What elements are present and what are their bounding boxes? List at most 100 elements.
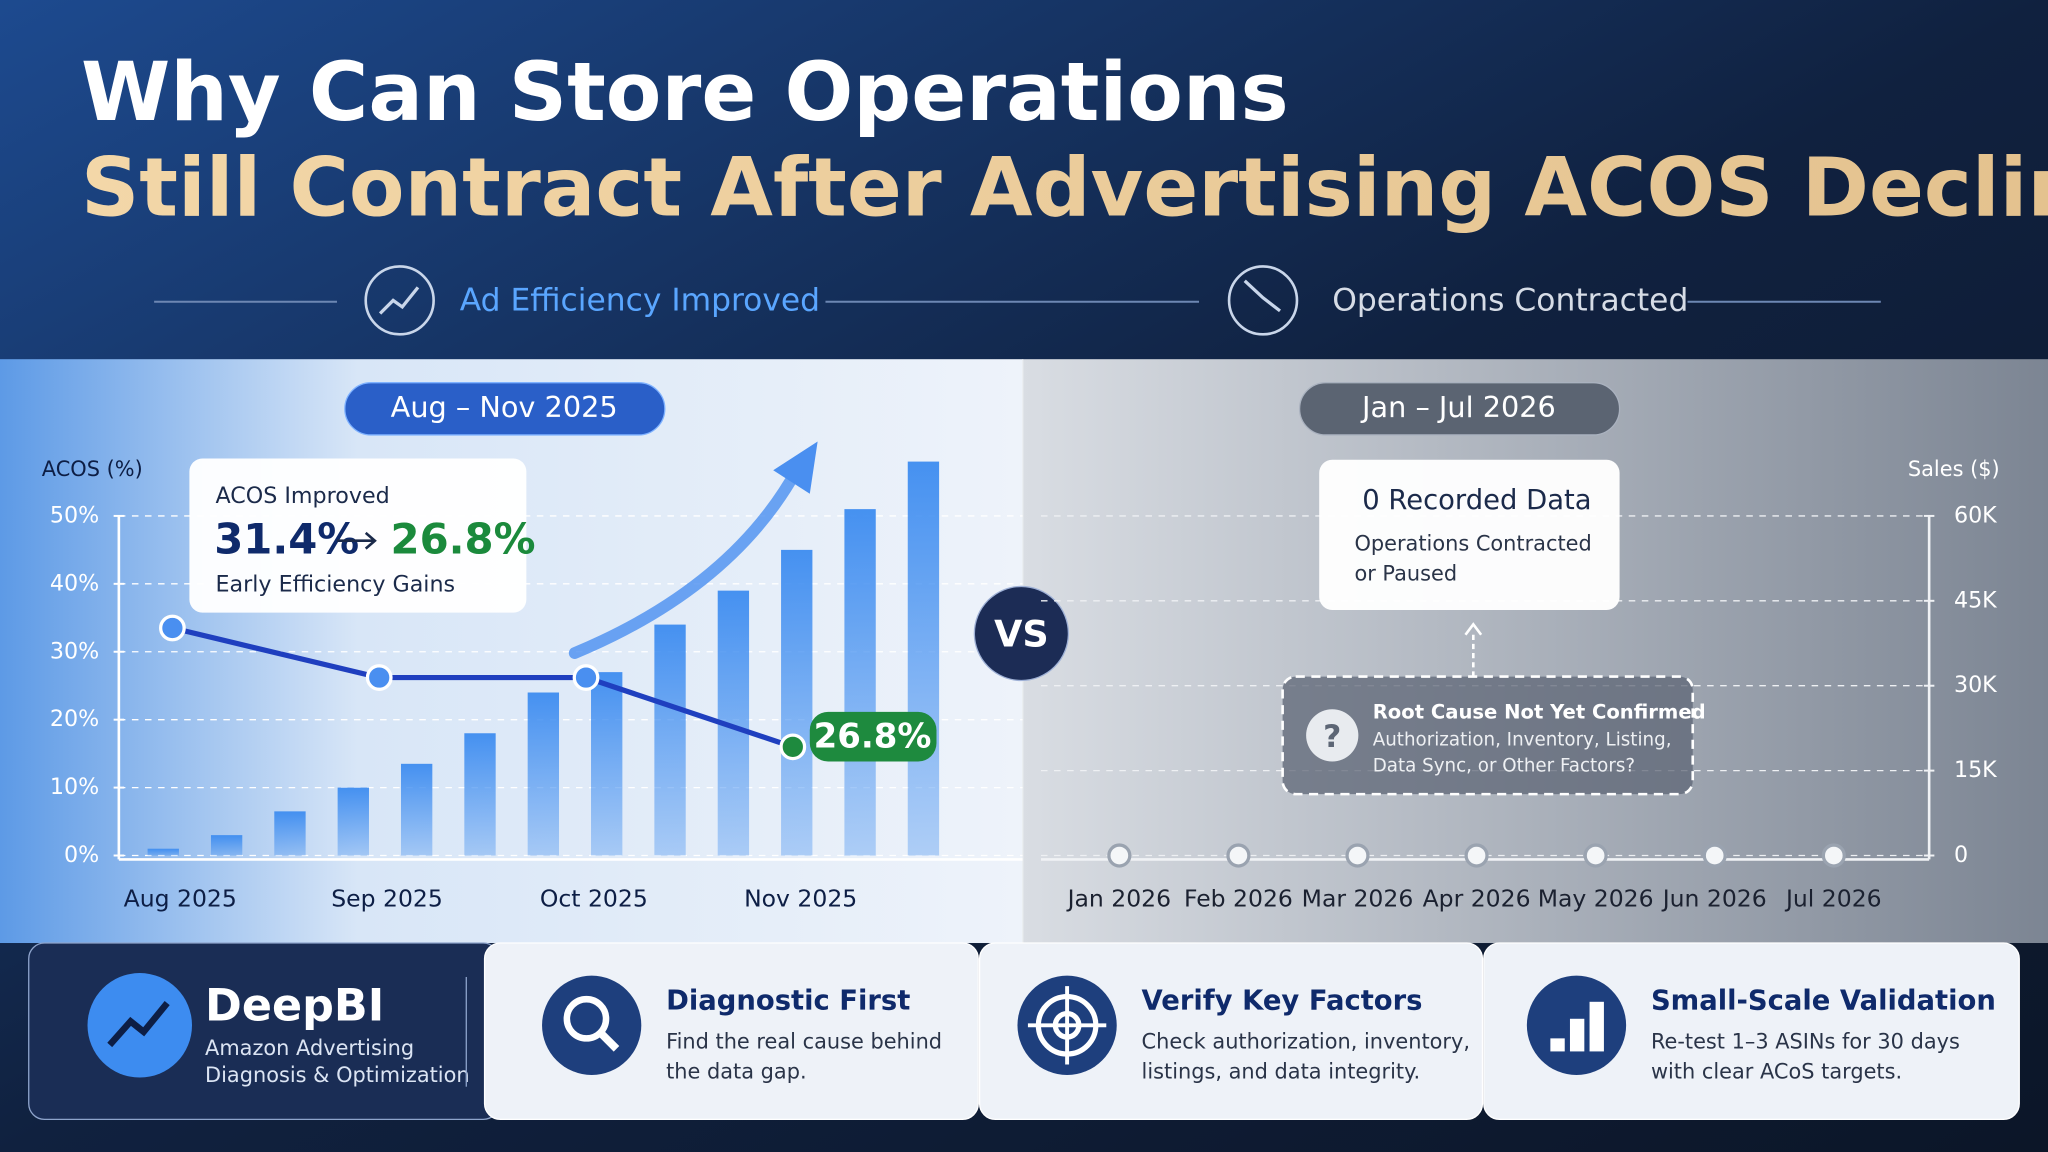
point <box>1821 843 1846 868</box>
y-tick-label: 30% <box>50 638 99 664</box>
bar <box>400 763 433 856</box>
x-tick-label: Nov 2025 <box>744 884 857 912</box>
point <box>1583 843 1608 868</box>
dashed-arrow-head <box>1464 622 1483 636</box>
point <box>1345 843 1370 868</box>
callout-title: 0 Recorded Data <box>1362 485 1591 516</box>
magnifier <box>563 995 610 1042</box>
card-line: Check authorization, inventory, <box>1142 1029 1470 1053</box>
card-title: Small-Scale Validation <box>1651 985 1996 1016</box>
y-axis-label: Sales ($) <box>1908 457 2000 481</box>
down-icon-line <box>1243 279 1281 313</box>
y-tick-label: 0 <box>1954 842 1968 868</box>
annotation: 26.8% <box>814 716 932 756</box>
x-tick-label: Aug 2025 <box>124 884 237 912</box>
bars-icon <box>1589 1001 1604 1052</box>
card-line: with clear ACoS targets. <box>1651 1059 1902 1083</box>
bar <box>147 848 179 856</box>
y-tick-label: 10% <box>50 774 99 800</box>
brand-icon-line <box>107 1001 170 1048</box>
bars-icon <box>1550 1038 1565 1052</box>
y-tick-label: 20% <box>50 706 99 732</box>
right-header: Operations Contracted <box>1332 283 1688 319</box>
note-box <box>1281 675 1695 796</box>
vs-badge <box>973 585 1070 682</box>
card-line: the data gap. <box>666 1059 806 1083</box>
date-pill-text: Aug – Nov 2025 <box>391 390 618 424</box>
trend-arrow <box>568 464 803 659</box>
card <box>978 942 1484 1120</box>
callout-title: ACOS Improved <box>216 483 390 509</box>
point <box>365 664 393 691</box>
card-line: Find the real cause behind <box>666 1029 942 1053</box>
bar <box>654 624 686 856</box>
date-pill-text: Jan – Jul 2026 <box>1360 390 1556 424</box>
y-axis-label: ACOS (%) <box>42 457 143 481</box>
bar <box>337 787 369 856</box>
vs-text: VS <box>994 613 1049 656</box>
callout-from: 31.4% <box>214 515 359 564</box>
y-tick-label: 40% <box>50 570 99 596</box>
x-tick-label: Feb 2026 <box>1184 884 1293 912</box>
title-line1: Why Can Store Operations <box>81 46 1289 140</box>
point <box>572 664 600 691</box>
point <box>1702 843 1727 868</box>
magnifier-handle <box>598 1030 620 1052</box>
y-tick-label: 60K <box>1954 502 1998 528</box>
y-tick-label: 15K <box>1954 757 1998 783</box>
x-tick-label: Jan 2026 <box>1066 884 1172 912</box>
up-icon <box>364 265 435 336</box>
note-symbol: ? <box>1323 719 1341 755</box>
callout-line: Operations Contracted <box>1354 532 1591 556</box>
callout-arrow-head <box>364 531 377 550</box>
title-line2: Still Contract After Advertising ACOS De… <box>81 141 2048 235</box>
bar <box>781 549 813 856</box>
y-tick-label: 50% <box>50 502 99 528</box>
date-pill <box>1298 382 1621 436</box>
up-icon-line <box>378 286 420 315</box>
bar <box>464 733 496 856</box>
right-panel <box>1022 359 2048 944</box>
bar <box>274 811 306 856</box>
x-tick-label: Mar 2026 <box>1302 884 1414 912</box>
callout-to: 26.8% <box>391 515 536 564</box>
note-icon <box>1306 709 1359 762</box>
brand-line: Amazon Advertising <box>205 1036 414 1060</box>
x-tick-label: Jun 2026 <box>1661 884 1767 912</box>
point <box>1464 843 1489 868</box>
bar <box>591 672 623 856</box>
x-tick-label: Jul 2026 <box>1784 884 1882 912</box>
bars-icon <box>1569 1018 1585 1052</box>
trend-arrow-head <box>773 441 818 494</box>
point <box>779 733 807 761</box>
down-icon <box>1227 265 1299 336</box>
point <box>1107 843 1132 868</box>
annotation-bubble <box>809 711 937 762</box>
left-header: Ad Efficiency Improved <box>460 283 820 319</box>
callout <box>189 458 527 613</box>
card-line: Re-test 1–3 ASINs for 30 days <box>1651 1029 1960 1053</box>
y-tick-label: 0% <box>64 842 99 868</box>
brand-name: DeepBI <box>205 980 384 1031</box>
point <box>1226 843 1251 868</box>
note-title: Root Cause Not Yet Confirmed <box>1373 701 1706 724</box>
callout-note: Early Efficiency Gains <box>216 572 456 598</box>
callout <box>1319 459 1620 610</box>
series-line <box>171 625 794 750</box>
card-title: Diagnostic First <box>666 985 910 1016</box>
date-pill <box>344 382 666 436</box>
card-icon <box>542 975 642 1075</box>
card-line: listings, and data integrity. <box>1142 1059 1421 1083</box>
x-tick-label: Oct 2025 <box>540 884 648 912</box>
callout-line: or Paused <box>1354 562 1457 586</box>
card-title: Verify Key Factors <box>1142 985 1423 1016</box>
point <box>159 614 186 642</box>
x-tick-label: Apr 2026 <box>1423 884 1531 912</box>
x-tick-label: Sep 2025 <box>331 884 443 912</box>
bar <box>527 692 560 856</box>
x-tick-label: May 2026 <box>1538 884 1654 912</box>
note-line: Data Sync, or Other Factors? <box>1373 756 1635 777</box>
note-line: Authorization, Inventory, Listing, <box>1373 730 1672 751</box>
y-tick-label: 45K <box>1954 587 1998 613</box>
